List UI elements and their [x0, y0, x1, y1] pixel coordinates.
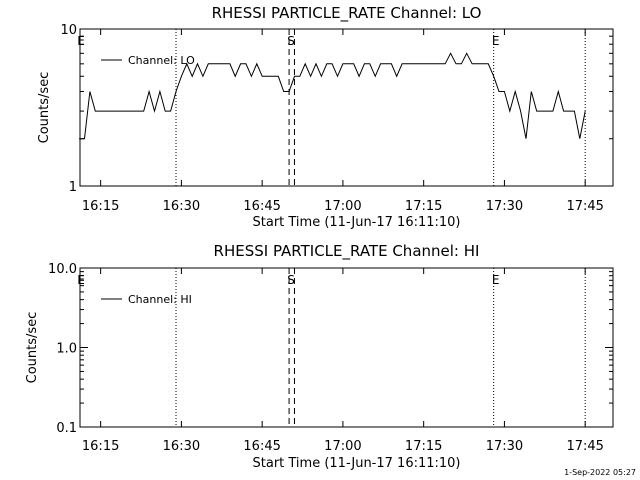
x-tick-label: 16:45 — [243, 439, 280, 454]
event-annotation: E — [77, 34, 85, 48]
x-tick-label: 16:15 — [82, 199, 119, 214]
plot-frame — [79, 28, 614, 187]
x-tick-label: 16:15 — [82, 439, 119, 454]
event-annotation: S — [287, 34, 295, 48]
x-axis-label: Start Time (11-Jun-17 16:11:10) — [253, 456, 461, 471]
x-tick-label: 16:30 — [163, 199, 200, 214]
y-axis-label: Counts/sec — [25, 312, 40, 384]
x-tick-label: 17:45 — [566, 439, 603, 454]
event-annotation: E — [492, 34, 500, 48]
event-annotation: S — [287, 273, 295, 287]
x-tick-label: 17:45 — [566, 199, 603, 214]
x-tick-label: 17:00 — [324, 199, 361, 214]
legend-label: Channel: LO — [128, 54, 195, 67]
x-tick-label: 16:30 — [163, 439, 200, 454]
x-tick-label: 17:15 — [405, 439, 442, 454]
y-axis-label: Counts/sec — [37, 72, 52, 144]
x-tick-label: 17:00 — [324, 439, 361, 454]
x-tick-label: 17:30 — [486, 199, 523, 214]
event-annotation: E — [77, 273, 85, 287]
chart-title: RHESSI PARTICLE_RATE Channel: HI — [214, 242, 480, 261]
legend-label: Channel: HI — [128, 293, 192, 306]
y-tick-label: 1 — [69, 180, 77, 195]
y-tick-label: 10.0 — [48, 262, 77, 277]
x-tick-label: 17:15 — [405, 199, 442, 214]
y-tick-label: 0.1 — [56, 421, 77, 436]
chart-title: RHESSI PARTICLE_RATE Channel: LO — [212, 4, 482, 23]
footer-timestamp: 1-Sep-2022 05:27 — [564, 468, 636, 477]
x-axis-label: Start Time (11-Jun-17 16:11:10) — [253, 215, 461, 230]
y-tick-label: 10 — [60, 23, 77, 38]
series-line — [79, 52, 586, 140]
event-annotation: E — [492, 273, 500, 287]
x-tick-label: 17:30 — [486, 439, 523, 454]
y-tick-label: 1.0 — [56, 342, 77, 357]
x-tick-label: 16:45 — [243, 199, 280, 214]
